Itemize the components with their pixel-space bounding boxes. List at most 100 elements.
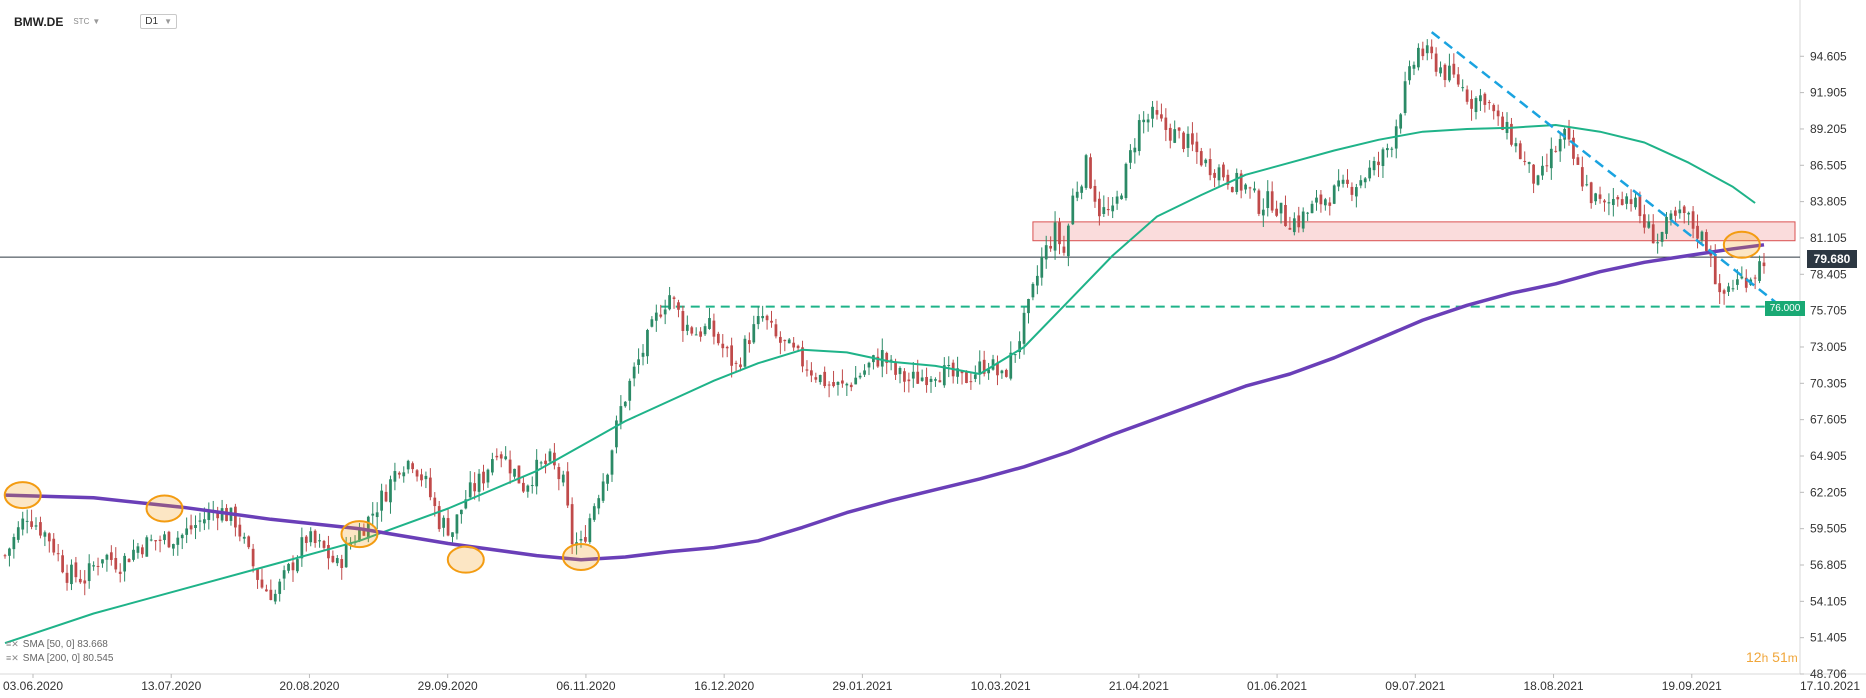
candle-body — [335, 558, 339, 564]
candle-body — [1656, 242, 1660, 244]
candle-body — [1501, 116, 1504, 130]
candle-body — [530, 485, 534, 487]
candle-body — [216, 512, 220, 519]
symbol-label[interactable]: BMW.DE — [14, 14, 64, 29]
candle-body — [1479, 95, 1482, 102]
candle-body — [74, 562, 78, 578]
candle-body — [105, 554, 109, 560]
candle-body — [925, 376, 928, 386]
candle-body — [965, 371, 968, 383]
candle-body — [1403, 81, 1407, 113]
candle-body — [810, 370, 813, 376]
candle-body — [956, 368, 959, 377]
candle-body — [1058, 222, 1061, 245]
candle-body — [171, 544, 175, 549]
candle-body — [1594, 193, 1597, 202]
y-tick-label: 78.405 — [1810, 267, 1847, 281]
candle-body — [1532, 164, 1535, 184]
candle-body — [796, 345, 800, 349]
candle-body — [1022, 312, 1026, 344]
candle-body — [1071, 195, 1075, 225]
settings-icon[interactable]: ≡✕ — [6, 639, 19, 649]
candle-body — [805, 369, 809, 371]
candle-body — [433, 497, 437, 507]
candle-body — [584, 537, 587, 542]
candle-body — [96, 565, 100, 567]
candle-body — [1337, 180, 1341, 187]
candle-body — [969, 381, 973, 383]
candle-body — [1208, 159, 1212, 176]
candle-body — [1292, 218, 1296, 233]
last-price-tag: 79.680 — [1807, 250, 1857, 268]
candle-body — [455, 514, 459, 534]
candle-body — [743, 338, 747, 367]
indicator-label: SMA [200, 0] 80.545 — [22, 653, 114, 664]
candle-body — [1523, 160, 1527, 162]
candle-body — [1634, 197, 1637, 208]
candle-body — [650, 319, 654, 327]
candle-body — [1651, 224, 1655, 244]
candle-body — [504, 456, 508, 460]
candle-body — [548, 451, 552, 462]
y-tick-label: 59.505 — [1810, 522, 1847, 536]
y-tick-label: 73.005 — [1810, 340, 1847, 354]
candle-body — [1642, 214, 1646, 228]
candle-body — [273, 593, 277, 602]
candle-body — [517, 465, 521, 484]
candle-body — [1448, 65, 1451, 81]
candle-body — [867, 362, 871, 368]
candle-body — [814, 377, 818, 380]
candle-body — [1244, 184, 1247, 190]
candle-body — [185, 528, 189, 535]
candle-body — [318, 540, 321, 542]
candle-body — [1558, 139, 1562, 152]
candle-body — [1177, 127, 1181, 131]
candle-body — [526, 485, 530, 492]
symbol-suffix[interactable]: STC ▼ — [73, 17, 100, 26]
y-tick-label: 56.805 — [1810, 558, 1847, 572]
candle-body — [588, 518, 592, 543]
candle-body — [1669, 213, 1673, 221]
timeframe-select[interactable]: D1 ▼ — [140, 14, 177, 29]
indicator-legend-sma50[interactable]: ≡✕ SMA [50, 0] 83.668 — [6, 639, 108, 650]
candle-body — [411, 463, 414, 470]
candle-body — [978, 361, 982, 373]
candle-body — [668, 295, 671, 310]
candle-body — [1093, 185, 1097, 202]
y-tick-label: 83.805 — [1810, 195, 1847, 209]
candle-body — [1390, 148, 1394, 150]
y-tick-label: 67.605 — [1810, 413, 1847, 427]
y-tick-label: 86.505 — [1810, 158, 1847, 172]
candle-body — [1213, 172, 1216, 178]
candle-body — [858, 375, 862, 378]
candle-body — [1155, 110, 1159, 115]
candle-body — [898, 367, 902, 375]
candle-body — [207, 511, 211, 520]
candle-body — [1430, 46, 1434, 54]
candle-body — [708, 318, 711, 329]
settings-icon[interactable]: ≡✕ — [6, 653, 19, 663]
candle-body — [801, 347, 804, 367]
candle-body — [579, 539, 583, 541]
candle-body — [942, 365, 946, 386]
candle-body — [1536, 175, 1540, 185]
y-tick-label: 75.705 — [1810, 304, 1847, 318]
indicator-legend-sma200[interactable]: ≡✕ SMA [200, 0] 80.545 — [6, 653, 113, 664]
candle-body — [522, 482, 525, 492]
candle-body — [322, 540, 326, 548]
y-tick-label: 70.305 — [1810, 376, 1847, 390]
candle-body — [836, 381, 840, 385]
candle-body — [987, 369, 990, 374]
candle-body — [699, 331, 702, 337]
candle-body — [451, 532, 454, 537]
candle-body — [716, 333, 720, 344]
candle-body — [947, 364, 951, 367]
candle-body — [1589, 182, 1593, 204]
candle-body — [1541, 165, 1544, 176]
candle-body — [1585, 184, 1589, 186]
candle-body — [491, 459, 494, 473]
candle-body — [1332, 185, 1336, 204]
candle-body — [1049, 245, 1053, 249]
candle-body — [783, 339, 787, 342]
